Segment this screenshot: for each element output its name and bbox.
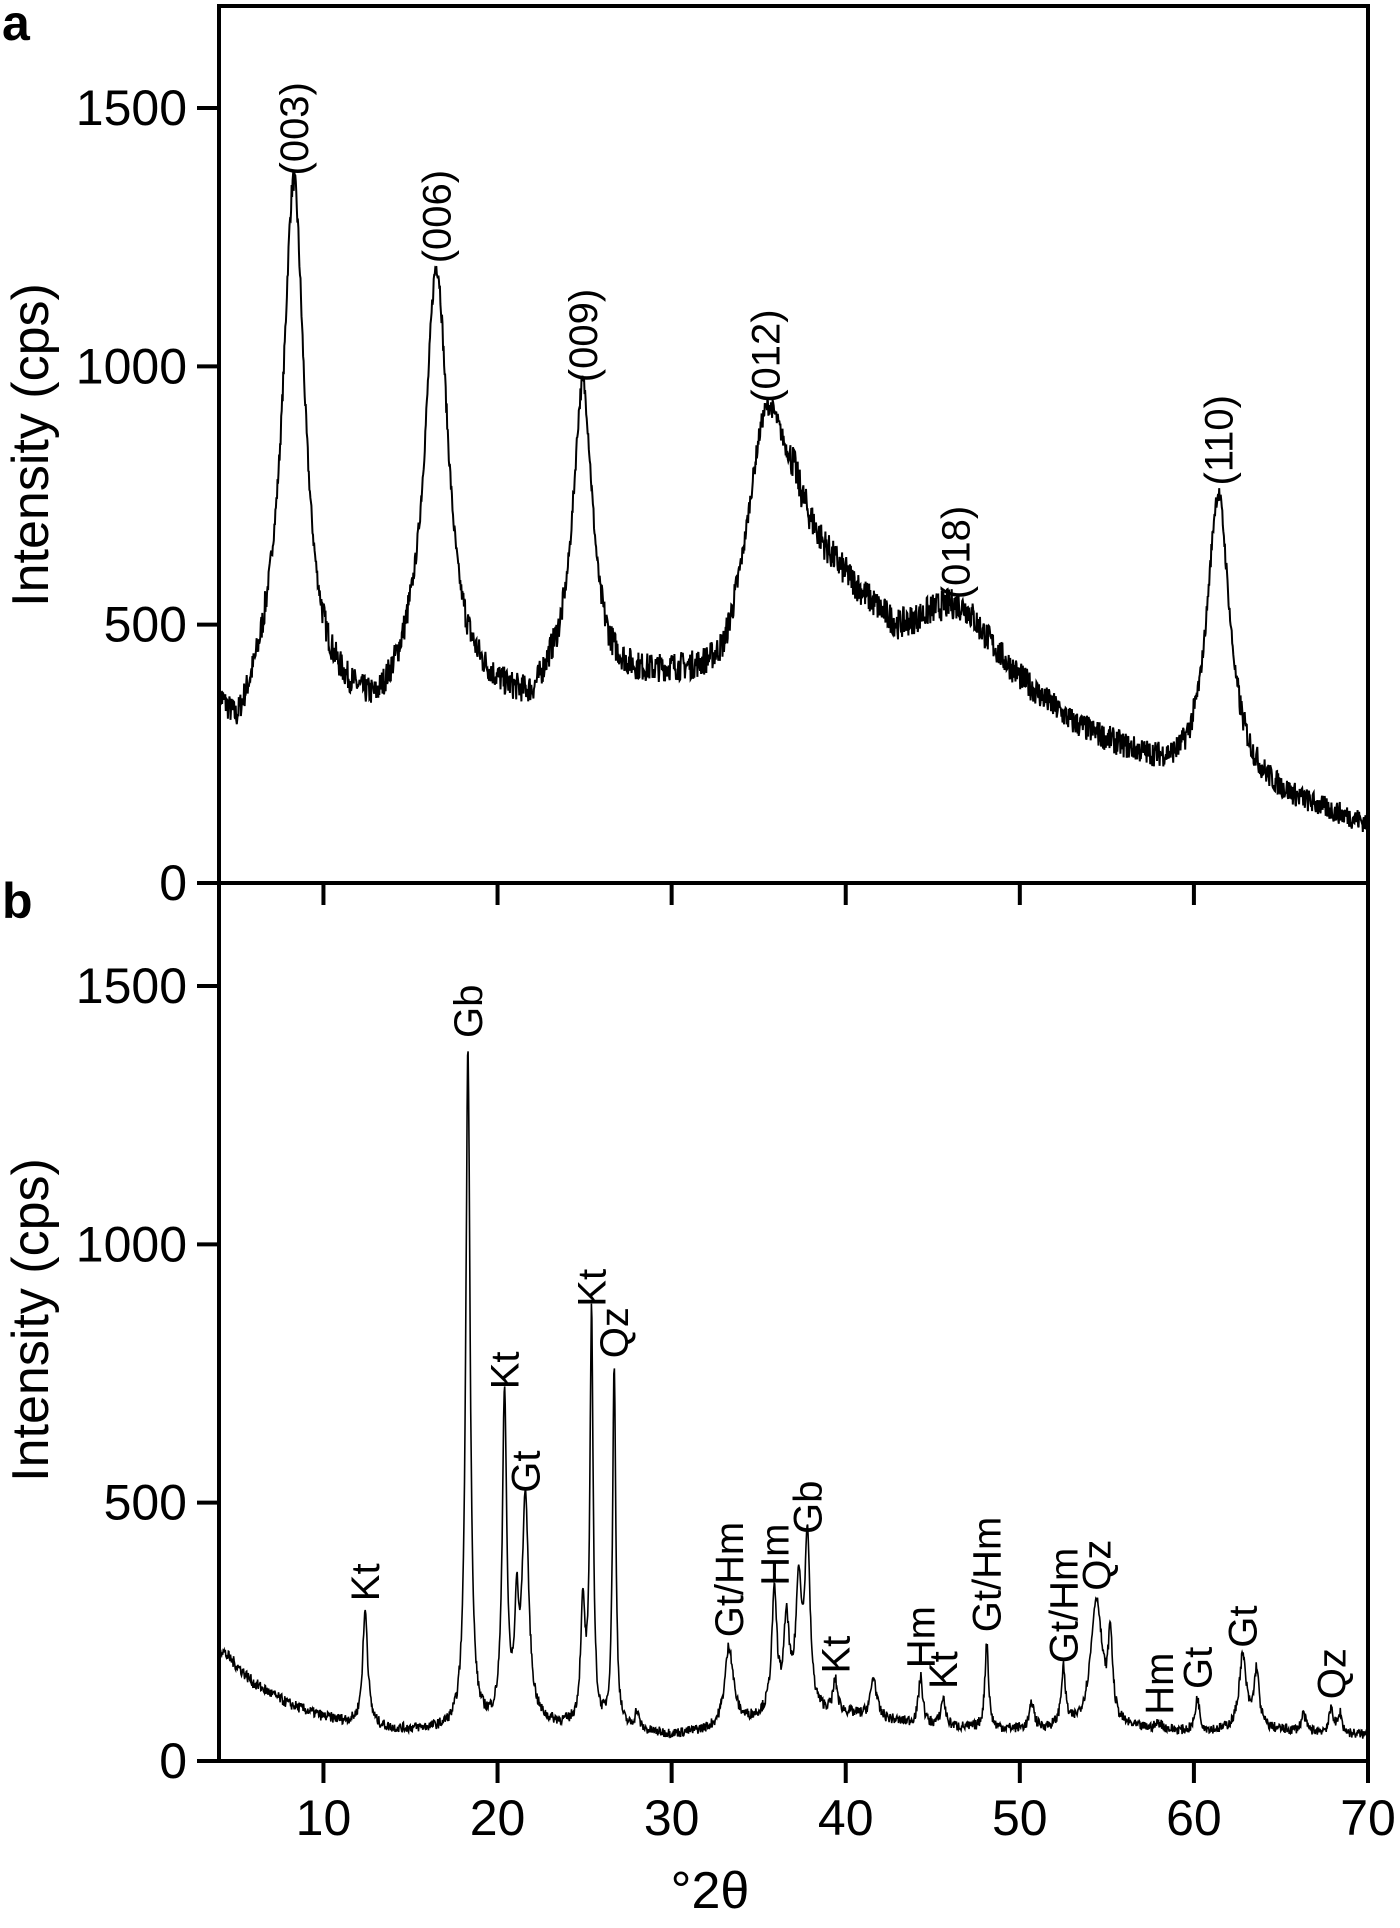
xrd-trace-a — [218, 171, 1369, 832]
peak-label: Hm — [753, 1523, 797, 1585]
y-tick-label: 1000 — [76, 1216, 187, 1272]
peak-label: Qz — [1310, 1648, 1354, 1699]
peak-label: Gt — [504, 1450, 548, 1492]
plot-frame-a — [217, 4, 1370, 885]
peak-label: Kt — [484, 1352, 528, 1390]
y-tick-label: 0 — [159, 855, 187, 911]
panel-letter-a: a — [2, 0, 31, 51]
x-tick-label: 10 — [296, 1790, 352, 1846]
y-tick-label: 1500 — [76, 80, 187, 136]
y-axis-a: 0 500 1000 1500 — [76, 80, 219, 911]
peak-label: Kt — [571, 1269, 615, 1307]
x-tick-label: 40 — [818, 1790, 874, 1846]
peak-label: Gb — [447, 985, 491, 1038]
peak-label: Gt/Hm — [1042, 1548, 1086, 1664]
panel-a: a 0 500 1000 1500 (003) (006) (009) (012) (018)… — [2, 0, 1370, 911]
peak-label: Gt/Hm — [708, 1522, 752, 1638]
y-axis-title-b: Intensity (cps) — [2, 1158, 60, 1482]
y-axis-title-a: Intensity (cps) — [2, 283, 60, 607]
x-tick-label: 70 — [1340, 1790, 1396, 1846]
peak-label: Qz — [593, 1307, 637, 1358]
peak-label: (003) — [273, 82, 317, 175]
y-tick-label: 500 — [104, 1475, 187, 1531]
peak-label: Qz — [1075, 1540, 1119, 1591]
peak-labels-a: (003) (006) (009) (012) (018) (110) — [273, 82, 1241, 599]
peak-label: Kt — [344, 1563, 388, 1601]
x-axis: 10 20 30 40 50 60 70 — [296, 883, 1396, 1846]
peak-label: (006) — [416, 170, 460, 263]
peak-label: Hm — [900, 1606, 944, 1668]
plot-frame-b — [217, 881, 1370, 1763]
xrd-trace-b — [218, 1051, 1369, 1740]
peak-label: (009) — [562, 289, 606, 382]
peak-label: (018) — [934, 506, 978, 599]
y-tick-label: 1500 — [76, 958, 187, 1014]
peak-label: Gb — [786, 1481, 830, 1534]
y-axis-b: 0 500 1000 1500 — [76, 958, 219, 1789]
peak-label: (012) — [745, 309, 789, 402]
peak-label: Kt — [814, 1636, 858, 1674]
peak-label: Gt — [1222, 1605, 1266, 1647]
panel-letter-b: b — [2, 873, 33, 929]
y-tick-label: 500 — [104, 597, 187, 653]
x-axis-title: °2θ — [671, 1862, 750, 1920]
y-tick-label: 0 — [159, 1733, 187, 1789]
peak-label: Kt — [922, 1651, 966, 1689]
y-tick-label: 1000 — [76, 338, 187, 394]
peak-label: Hm — [1138, 1653, 1182, 1715]
x-tick-label: 60 — [1166, 1790, 1222, 1846]
peak-label: (110) — [1197, 395, 1241, 485]
peak-label: Gt — [1176, 1647, 1220, 1689]
peak-label: Gt/Hm — [966, 1517, 1010, 1633]
x-tick-label: 20 — [470, 1790, 526, 1846]
x-tick-label: 50 — [992, 1790, 1048, 1846]
x-tick-label: 30 — [644, 1790, 700, 1846]
